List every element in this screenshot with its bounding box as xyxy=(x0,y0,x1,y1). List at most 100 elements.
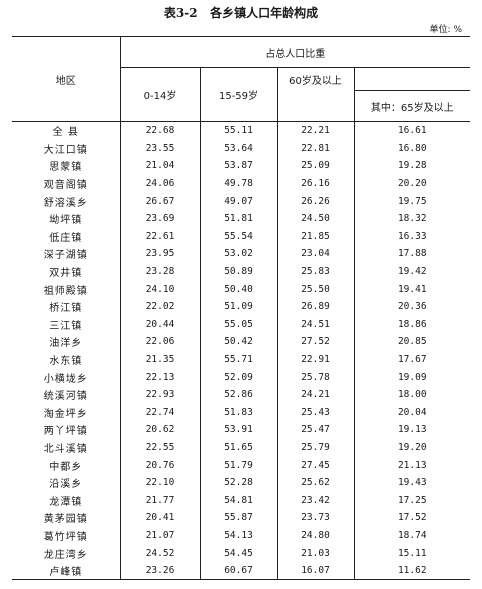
age-15-59-cell: 51.09 xyxy=(200,297,278,316)
region-name-cell: 卢峰镇 xyxy=(12,561,121,581)
age-15-59-cell: 51.79 xyxy=(200,456,278,474)
age-0-14-cell: 20.41 xyxy=(120,509,201,527)
table-row: 中都乡 20.76 51.79 27.45 21.13 xyxy=(12,456,470,474)
header-filler xyxy=(277,90,355,122)
table-row: 三江镇 20.44 55.05 24.51 18.86 xyxy=(12,315,470,334)
age-0-14-cell: 22.61 xyxy=(120,227,201,246)
table-row: 油洋乡 22.06 50.42 27.52 20.85 xyxy=(12,333,470,351)
age-65-plus-cell: 18.74 xyxy=(397,529,427,541)
age-0-14-cell: 22.13 xyxy=(120,368,201,386)
age-60-plus-cell: 26.16 xyxy=(277,174,355,193)
age-0-14-cell: 22.06 xyxy=(120,333,201,351)
table-row: 观音阁镇 24.06 49.78 26.16 20.20 xyxy=(12,174,470,193)
age-65-plus-cell: 18.32 xyxy=(397,213,427,225)
age-0-14-cell: 20.62 xyxy=(120,421,201,439)
region-name-cell: 小横垅乡 xyxy=(12,368,121,386)
age-60-plus-cell: 25.79 xyxy=(277,438,355,457)
table-header: 地区 占总人口比重 0-14岁 15-59岁 60岁及以上 其中：65岁及以上 xyxy=(12,36,470,122)
table-row: 统溪河镇 22.93 52.86 24.21 18.00 xyxy=(12,385,470,404)
table-row: 低庄镇 22.61 55.54 21.85 16.33 xyxy=(12,227,470,246)
age-60-plus-cell: 27.45 xyxy=(277,456,355,474)
age-60-plus-cell: 23.42 xyxy=(277,491,355,510)
age-60-plus-header: 60岁及以上 xyxy=(277,67,355,91)
age-60-plus-cell: 24.51 xyxy=(277,315,355,334)
age-0-14-cell: 21.35 xyxy=(120,350,201,369)
age-60-plus-cell: 25.62 xyxy=(277,473,355,492)
table-row: 坳坪镇 23.69 51.81 24.50 18.32 xyxy=(12,209,470,228)
age-65-plus-cell: 16.61 xyxy=(397,125,427,137)
age-65-plus-cell: 11.62 xyxy=(354,561,470,581)
age-65-plus-cell: 17.25 xyxy=(397,494,427,506)
age-65-plus-cell: 16.33 xyxy=(397,230,427,242)
age-60-plus-cell: 22.21 xyxy=(277,121,355,140)
age-65-plus-cell: 19.75 xyxy=(397,195,427,207)
age-0-14-cell: 20.76 xyxy=(120,456,201,474)
region-name-cell: 祖师殿镇 xyxy=(12,280,121,298)
region-name-cell: 中都乡 xyxy=(12,456,121,474)
age-65-plus-cell: 18.00 xyxy=(397,389,427,401)
age-60-plus-cell: 24.50 xyxy=(277,209,355,228)
age-15-59-cell: 52.09 xyxy=(200,368,278,386)
age-0-14-cell: 23.95 xyxy=(120,245,201,263)
table-row: 全 县 22.68 55.11 22.21 16.61 xyxy=(12,121,470,140)
age-65-plus-cell: 20.36 xyxy=(397,301,427,313)
age-15-59-cell: 51.65 xyxy=(200,438,278,457)
age-65-plus-cell: 20.85 xyxy=(397,336,427,348)
region-name-cell: 统溪河镇 xyxy=(12,385,121,404)
table-row: 两丫坪镇 20.62 53.91 25.47 19.13 xyxy=(12,421,470,439)
age-65-plus-cell: 17.88 xyxy=(397,248,427,260)
region-name-cell: 大江口镇 xyxy=(12,139,121,158)
age-0-14-cell: 24.10 xyxy=(120,280,201,298)
age-0-14-cell: 21.77 xyxy=(120,491,201,510)
age-60-plus-cell: 25.50 xyxy=(277,280,355,298)
age-65-plus-cell: 17.67 xyxy=(397,354,427,366)
region-header: 地区 xyxy=(12,36,121,122)
age-60-plus-cell: 25.78 xyxy=(277,368,355,386)
age-60-plus-cell: 26.89 xyxy=(277,297,355,316)
table-title: 表3-2 各乡镇人口年龄构成 xyxy=(163,6,319,20)
table-row: 大江口镇 23.55 53.64 22.81 16.80 xyxy=(12,139,470,158)
population-age-table: 地区 占总人口比重 0-14岁 15-59岁 60岁及以上 其中：65岁及以上 … xyxy=(12,36,470,581)
age-15-59-cell: 53.64 xyxy=(200,139,278,158)
age-65-plus-cell: 21.13 xyxy=(397,459,427,471)
region-name-cell: 油洋乡 xyxy=(12,333,121,351)
region-name-cell: 观音阁镇 xyxy=(12,174,121,193)
table-row: 双井镇 23.28 50.89 25.83 19.42 xyxy=(12,262,470,281)
region-name-cell: 双井镇 xyxy=(12,262,121,281)
age-15-59-cell: 51.81 xyxy=(200,209,278,228)
region-name-cell: 龙庄湾乡 xyxy=(12,544,121,562)
unit-label: 单位: % xyxy=(429,25,462,35)
region-name-cell: 两丫坪镇 xyxy=(12,421,121,439)
table-row: 黄茅园镇 20.41 55.87 23.73 17.52 xyxy=(12,509,470,527)
region-name-cell: 低庄镇 xyxy=(12,227,121,246)
table-row: 淘金坪乡 22.74 51.83 25.43 20.04 xyxy=(12,403,470,422)
age-60-plus-cell: 21.85 xyxy=(277,227,355,246)
table-body: 全 县 22.68 55.11 22.21 16.61 大江口镇 23.55 53.64 22.… xyxy=(12,121,470,581)
age-65-plus-cell: 19.43 xyxy=(397,477,427,489)
age-15-59-cell: 55.87 xyxy=(200,509,278,527)
table-row: 思蒙镇 21.04 53.87 25.09 19.28 xyxy=(12,157,470,175)
age-60-plus-cell: 25.47 xyxy=(277,421,355,439)
age-0-14-header: 0-14岁 xyxy=(120,67,201,122)
age-65-plus-cell: 19.42 xyxy=(397,266,427,278)
age-15-59-cell: 49.78 xyxy=(200,174,278,193)
region-name-cell: 全 县 xyxy=(12,121,121,140)
table-row: 北斗溪镇 22.55 51.65 25.79 19.20 xyxy=(12,438,470,457)
region-name-cell: 葛竹坪镇 xyxy=(12,526,121,545)
age-65-plus-cell: 19.41 xyxy=(397,283,427,295)
age-65-plus-cell: 15.11 xyxy=(397,547,427,559)
age-65-plus-cell: 18.86 xyxy=(397,318,427,330)
age-0-14-cell: 24.52 xyxy=(120,544,201,562)
age-0-14-cell: 23.26 xyxy=(120,561,201,581)
age-15-59-cell: 49.07 xyxy=(200,192,278,210)
age-60-plus-cell: 23.73 xyxy=(277,509,355,527)
table-row: 沿溪乡 22.10 52.28 25.62 19.43 xyxy=(12,473,470,492)
header-spacer xyxy=(354,67,470,91)
age-0-14-cell: 22.68 xyxy=(120,121,201,140)
table-row: 葛竹坪镇 21.07 54.13 24.80 18.74 xyxy=(12,526,470,545)
region-name-cell: 坳坪镇 xyxy=(12,209,121,228)
region-name-cell: 思蒙镇 xyxy=(12,157,121,175)
age-15-59-cell: 52.86 xyxy=(200,385,278,404)
table-row: 祖师殿镇 24.10 50.40 25.50 19.41 xyxy=(12,280,470,298)
age-0-14-cell: 21.07 xyxy=(120,526,201,545)
